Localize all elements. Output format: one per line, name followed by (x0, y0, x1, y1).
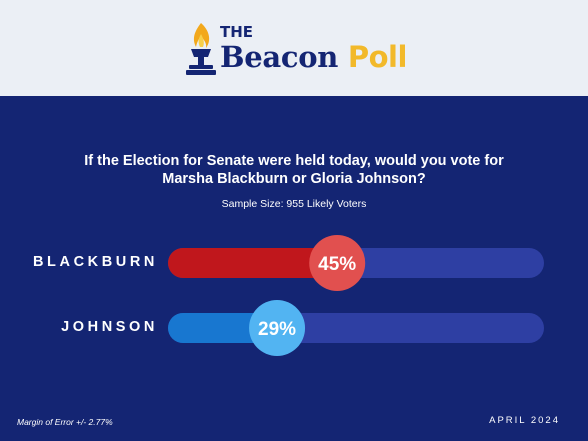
logo-beacon: Beacon (220, 40, 339, 74)
chart-title: If the Election for Senate were held tod… (40, 152, 548, 188)
beacon-poll-logo: THE Beacon Poll (184, 16, 414, 80)
value-bubble-johnson (249, 300, 306, 356)
header: THE Beacon Poll (0, 0, 588, 96)
sample-size: Sample Size: 955 Likely Voters (221, 198, 367, 210)
category-label-blackburn: BLACKBURN (32, 254, 158, 270)
value-label-blackburn: 45% (318, 254, 356, 275)
logo-the: THE (220, 23, 254, 41)
logo-wordmark: Beacon Poll (220, 40, 407, 74)
value-bubble-blackburn (309, 235, 366, 291)
chart-panel: If the Election for Senate were held tod… (0, 96, 588, 441)
bar-blackburn (168, 248, 338, 278)
torch-icon (186, 23, 216, 75)
bar-johnson (168, 313, 278, 343)
value-label-johnson: 29% (258, 319, 296, 340)
question-line-2: Marsha Blackburn or Gloria Johnson? (162, 171, 426, 187)
question-line-1: If the Election for Senate were held tod… (84, 153, 504, 169)
category-label-johnson: JOHNSON (61, 319, 158, 335)
poll-date: APRIL 2024 (489, 415, 560, 426)
logo-poll: Poll (347, 40, 408, 74)
margin-of-error: Margin of Error +/- 2.77% (17, 417, 113, 427)
